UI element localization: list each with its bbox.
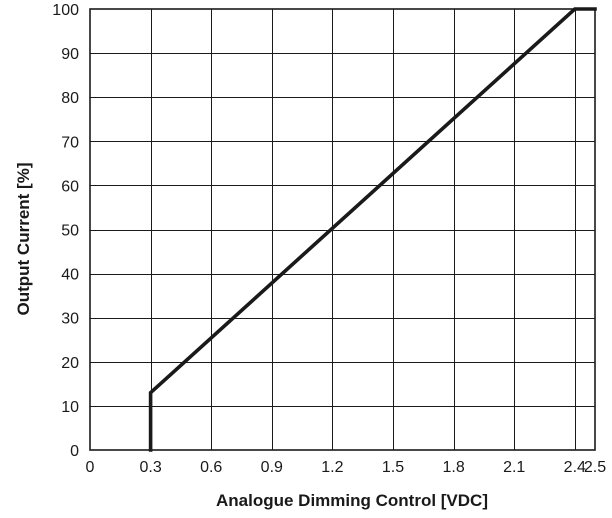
y-tick-label: 20 [61, 355, 79, 372]
plot-frame [89, 8, 596, 451]
y-tick-label: 60 [61, 178, 79, 195]
grid [90, 9, 595, 450]
y-tick-label: 50 [61, 223, 79, 240]
y-tick-label: 90 [61, 46, 79, 63]
y-tick-label: 0 [70, 443, 79, 460]
x-tick-label: 1.5 [382, 459, 404, 476]
y-tick-label: 40 [61, 267, 79, 284]
x-axis-title: Analogue Dimming Control [VDC] [216, 491, 488, 510]
y-axis-ticks: 0 10 20 30 40 50 60 70 80 90 100 [52, 2, 79, 460]
y-axis-title: Output Current [%] [14, 163, 33, 316]
y-tick-label: 70 [61, 134, 79, 151]
x-tick-label: 0 [86, 459, 95, 476]
y-tick-label: 30 [61, 311, 79, 328]
series-group [148, 7, 597, 452]
x-tick-label: 2.4 [564, 459, 586, 476]
x-tick-label: 0.6 [200, 459, 222, 476]
x-tick-label: 0.9 [261, 459, 283, 476]
x-axis-ticks: 0 0.3 0.6 0.9 1.2 1.5 1.8 2.1 2.42.5 [86, 459, 607, 476]
series-line [148, 7, 597, 452]
x-tick-label: 1.8 [442, 459, 464, 476]
x-tick-label: 2.1 [503, 459, 525, 476]
x-tick-label: 2.5 [584, 459, 606, 476]
y-tick-label: 100 [52, 2, 79, 19]
y-tick-label: 80 [61, 90, 79, 107]
x-tick-label: 1.2 [321, 459, 343, 476]
x-tick-label: 0.3 [139, 459, 161, 476]
y-tick-label: 10 [61, 399, 79, 416]
